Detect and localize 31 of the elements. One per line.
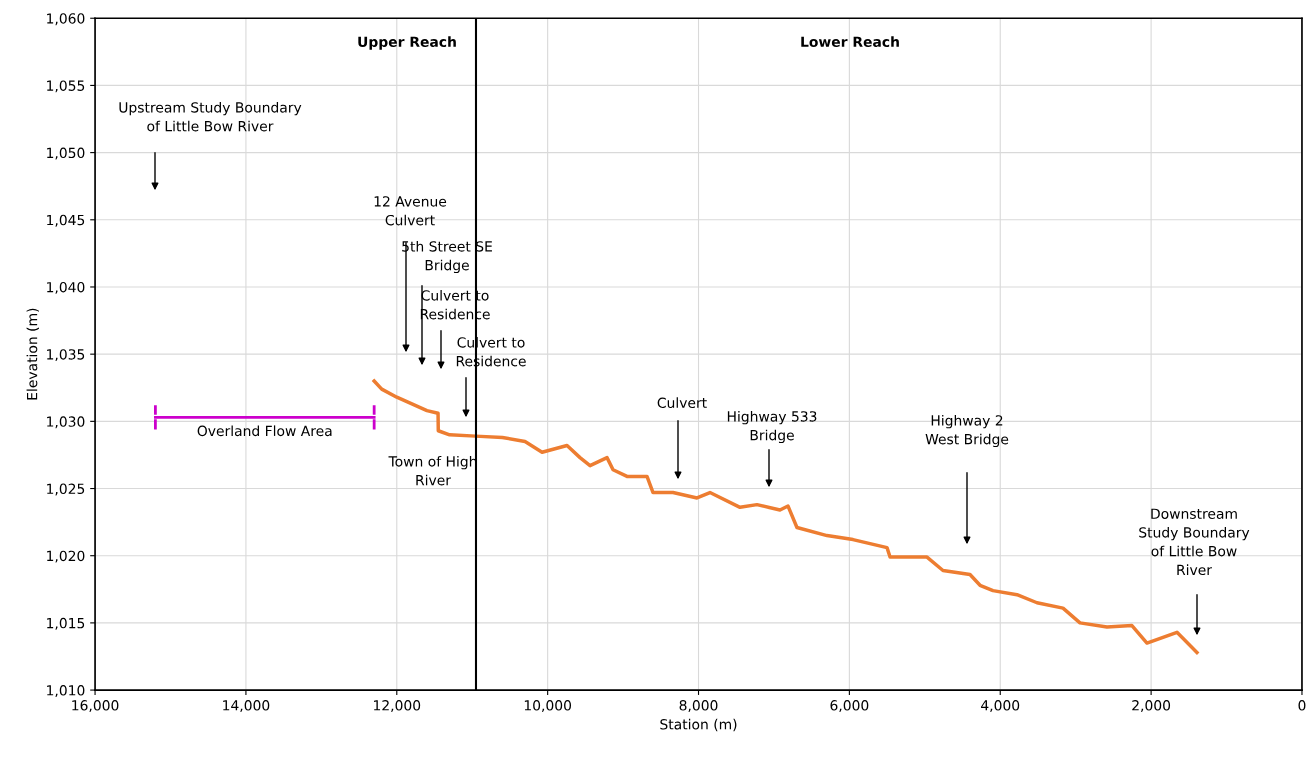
annotation: Upper Reach [358, 36, 456, 50]
x-tick-label: 16,000 [72, 700, 119, 712]
annotation: Highway 2 West Bridge [925, 414, 1009, 448]
x-tick-label: 2,000 [1132, 700, 1171, 712]
y-tick-label: 1,040 [47, 281, 85, 294]
series-label: Overland Flow Area [197, 425, 332, 437]
annotation: 12 Avenue Culvert [374, 196, 447, 226]
x-tick-label: 6,000 [830, 700, 869, 712]
annotation: Lower Reach [801, 36, 899, 48]
x-tick-label: 8,000 [679, 700, 718, 712]
y-tick-label: 1,020 [47, 550, 85, 563]
x-tick-label: 4,000 [981, 700, 1020, 712]
y-tick-label: 1,030 [47, 416, 85, 429]
y-tick-label: 1,050 [47, 147, 85, 160]
x-tick-label: 12,000 [374, 700, 421, 712]
y-tick-label: 1,060 [47, 13, 85, 26]
y-tick-label: 1,055 [47, 80, 85, 93]
y-tick-label: 1,010 [47, 685, 85, 697]
x-axis-title: Station (m) [660, 718, 737, 732]
annotation: Downstream Study Boundary of Little Bow River [1139, 508, 1250, 576]
y-axis-title: Elevation (m) [26, 308, 39, 400]
annotation: Highway 533 Bridge [727, 410, 817, 444]
y-tick-label: 1,035 [47, 349, 85, 362]
x-tick-label: 10,000 [524, 700, 572, 712]
y-tick-label: 1,025 [47, 483, 85, 496]
annotation: Culvert [657, 397, 707, 409]
x-tick-label: 0 [1298, 700, 1306, 711]
y-tick-label: 1,045 [47, 214, 85, 227]
y-tick-label: 1,015 [47, 617, 85, 630]
annotation: Upstream Study Boundary of Little Bow River [119, 101, 302, 132]
x-tick-label: 14,000 [223, 700, 270, 712]
